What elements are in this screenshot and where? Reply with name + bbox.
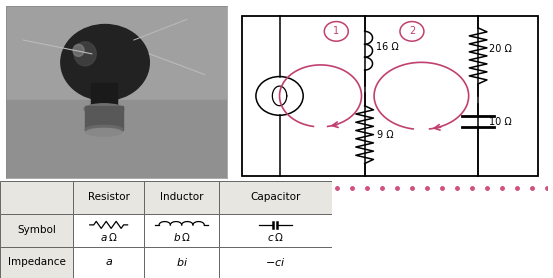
Bar — [144, 247, 219, 278]
Text: $-ci$: $-ci$ — [265, 256, 286, 269]
Bar — [73, 214, 144, 247]
Text: 9 Ω: 9 Ω — [377, 130, 394, 140]
Ellipse shape — [85, 125, 123, 134]
Bar — [0, 214, 73, 247]
Ellipse shape — [86, 128, 122, 136]
Bar — [73, 181, 144, 214]
Text: Inductor: Inductor — [160, 192, 204, 202]
Bar — [6, 100, 227, 178]
Ellipse shape — [73, 44, 84, 56]
Text: $a$: $a$ — [105, 257, 113, 267]
Text: Resistor: Resistor — [88, 192, 129, 202]
Bar — [73, 247, 144, 278]
Bar — [91, 83, 117, 107]
Text: 2: 2 — [409, 26, 415, 36]
Bar — [219, 247, 332, 278]
Bar — [219, 181, 332, 214]
Text: $bi$: $bi$ — [176, 256, 187, 269]
Bar — [144, 214, 219, 247]
Text: Capacitor: Capacitor — [250, 192, 301, 202]
Ellipse shape — [61, 24, 149, 100]
Ellipse shape — [74, 42, 96, 66]
Bar — [144, 181, 219, 214]
Text: 20 Ω: 20 Ω — [489, 44, 512, 54]
Bar — [242, 16, 538, 176]
Bar — [0, 181, 73, 214]
Text: 16 Ω: 16 Ω — [375, 42, 398, 52]
Bar — [0, 247, 73, 278]
Text: $c\,\Omega$: $c\,\Omega$ — [267, 230, 284, 242]
Text: $b\,\Omega$: $b\,\Omega$ — [173, 230, 191, 242]
Bar — [85, 106, 123, 130]
Text: 10 Ω: 10 Ω — [489, 117, 512, 127]
Ellipse shape — [84, 104, 124, 114]
Bar — [219, 214, 332, 247]
Text: Symbol: Symbol — [17, 225, 56, 235]
Text: $a\,\Omega$: $a\,\Omega$ — [100, 230, 117, 242]
Text: Impedance: Impedance — [8, 257, 65, 267]
Text: 1: 1 — [333, 26, 340, 36]
